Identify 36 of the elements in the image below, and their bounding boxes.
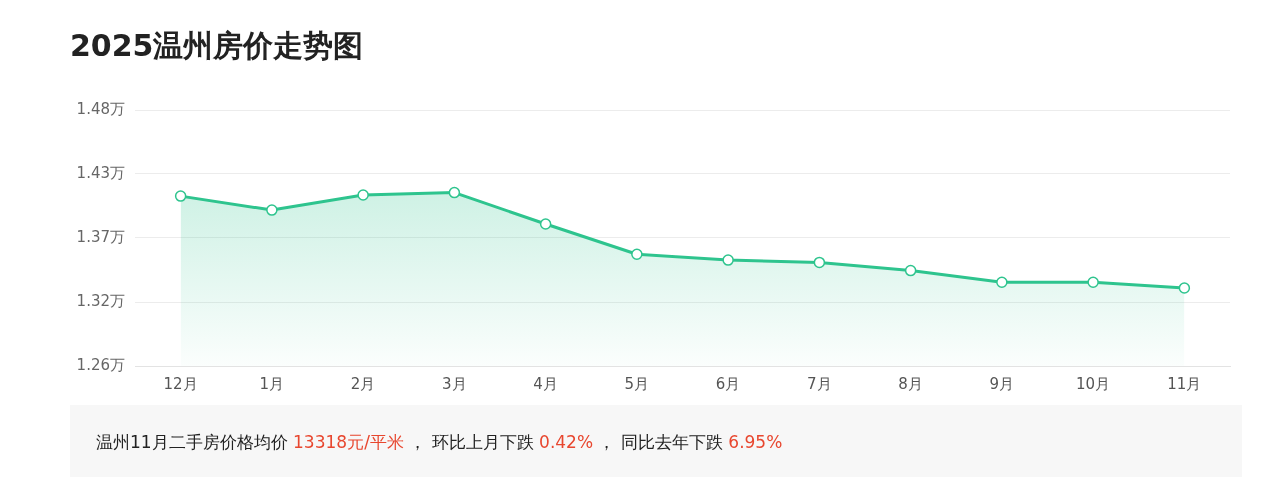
y-tick-label: 1.43万	[76, 163, 125, 182]
point	[904, 264, 917, 277]
y-tick-label: 1.32万	[76, 291, 125, 310]
point	[448, 186, 461, 199]
x-tick-label: 12月	[163, 374, 198, 393]
point	[813, 256, 826, 269]
x-tick-label: 4月	[533, 374, 558, 393]
text: 0.42%	[539, 432, 594, 452]
text: ， 同比去年下跌	[597, 432, 724, 452]
point	[996, 276, 1008, 288]
point	[266, 204, 278, 216]
point	[1178, 282, 1191, 294]
point	[1087, 276, 1099, 288]
text: ， 环比上月下跌	[408, 432, 535, 452]
text: 6.95%	[728, 432, 783, 452]
y-tick-label: 1.37万	[76, 227, 125, 246]
point	[722, 254, 734, 266]
x-tick-label: 2月	[350, 374, 376, 393]
x-tick-label: 10月	[1076, 374, 1111, 393]
x-tick-label: 9月	[989, 374, 1015, 393]
point	[174, 190, 187, 202]
text: 13318元/平米	[293, 432, 404, 452]
x-tick-label: 5月	[624, 374, 650, 393]
x-tick-label: 1月	[259, 374, 285, 393]
x-tick-label: 3月	[442, 374, 467, 393]
x-tick-label: 7月	[807, 374, 832, 393]
point	[357, 189, 369, 201]
chart-title: 2025温州房价走势图	[70, 27, 364, 65]
point	[631, 248, 643, 261]
x-tick-label: 11月	[1167, 374, 1202, 393]
point	[539, 218, 552, 230]
y-tick-label: 1.48万	[76, 99, 125, 118]
x-tick-label: 8月	[898, 374, 923, 393]
y-tick-label: 1.26万	[76, 355, 125, 374]
x-tick-label: 6月	[715, 374, 741, 393]
text: 温州11月二手房价格均价	[96, 432, 289, 452]
